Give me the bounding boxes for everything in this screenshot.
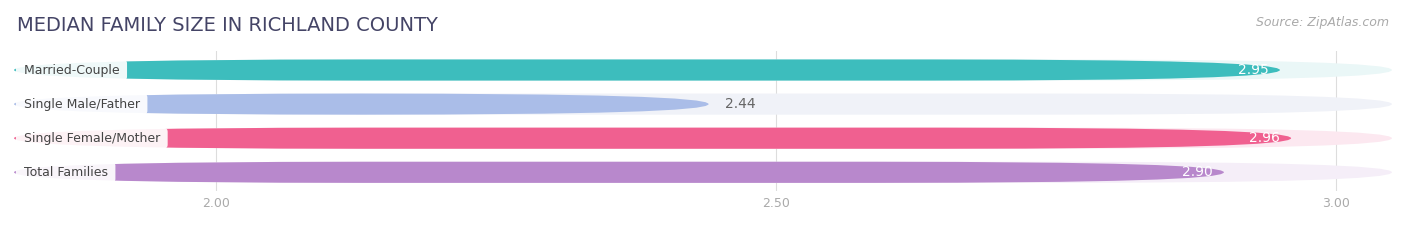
FancyBboxPatch shape xyxy=(14,59,1279,81)
Text: 2.95: 2.95 xyxy=(1237,63,1268,77)
Text: MEDIAN FAMILY SIZE IN RICHLAND COUNTY: MEDIAN FAMILY SIZE IN RICHLAND COUNTY xyxy=(17,16,437,35)
Text: 2.90: 2.90 xyxy=(1182,165,1213,179)
Text: Single Male/Father: Single Male/Father xyxy=(20,98,143,111)
FancyBboxPatch shape xyxy=(14,128,1392,149)
FancyBboxPatch shape xyxy=(14,128,1291,149)
FancyBboxPatch shape xyxy=(14,59,1392,81)
Text: 2.96: 2.96 xyxy=(1249,131,1279,145)
FancyBboxPatch shape xyxy=(14,93,1392,115)
Text: Source: ZipAtlas.com: Source: ZipAtlas.com xyxy=(1256,16,1389,29)
FancyBboxPatch shape xyxy=(14,93,709,115)
Text: 2.44: 2.44 xyxy=(725,97,756,111)
Text: Married-Couple: Married-Couple xyxy=(20,64,124,76)
FancyBboxPatch shape xyxy=(14,162,1223,183)
Text: Single Female/Mother: Single Female/Mother xyxy=(20,132,165,145)
Text: Total Families: Total Families xyxy=(20,166,111,179)
FancyBboxPatch shape xyxy=(14,162,1392,183)
